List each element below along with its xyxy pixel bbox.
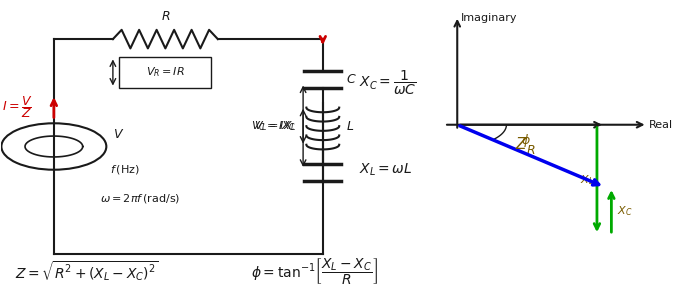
- Text: $R$: $R$: [527, 144, 536, 156]
- Text: Imaginary: Imaginary: [460, 13, 517, 23]
- Text: $R$: $R$: [161, 10, 170, 23]
- Text: $X_L$: $X_L$: [580, 173, 594, 187]
- Text: $C$: $C$: [345, 73, 356, 86]
- Text: $V_C = IX_C$: $V_C = IX_C$: [251, 119, 297, 133]
- Text: $I = \dfrac{V}{Z}$: $I = \dfrac{V}{Z}$: [2, 94, 32, 120]
- Text: $X_C = \dfrac{1}{\omega C}$: $X_C = \dfrac{1}{\omega C}$: [359, 69, 416, 97]
- Text: $f\,(\mathrm{Hz})$: $f\,(\mathrm{Hz})$: [110, 163, 139, 176]
- Text: $\phi = \tan^{-1}\!\left[\dfrac{X_L - X_C}{R}\right]$: $\phi = \tan^{-1}\!\left[\dfrac{X_L - X_…: [251, 256, 378, 287]
- Text: $V_L = IX_L$: $V_L = IX_L$: [254, 119, 297, 133]
- Text: $Z = \sqrt{R^2 + (X_L - X_C)^2}$: $Z = \sqrt{R^2 + (X_L - X_C)^2}$: [14, 259, 158, 283]
- Text: $\phi$: $\phi$: [521, 132, 531, 149]
- Text: $X_L = \omega L$: $X_L = \omega L$: [359, 161, 412, 178]
- Text: $L$: $L$: [345, 120, 354, 133]
- Text: $\omega = 2\pi f\,(\mathrm{rad/s})$: $\omega = 2\pi f\,(\mathrm{rad/s})$: [100, 192, 180, 205]
- Text: $V$: $V$: [113, 128, 124, 142]
- Text: $V_R = IR$: $V_R = IR$: [146, 66, 185, 79]
- Text: $X_C$: $X_C$: [617, 204, 632, 218]
- Text: $Z$: $Z$: [514, 136, 528, 152]
- Text: Real: Real: [649, 120, 673, 130]
